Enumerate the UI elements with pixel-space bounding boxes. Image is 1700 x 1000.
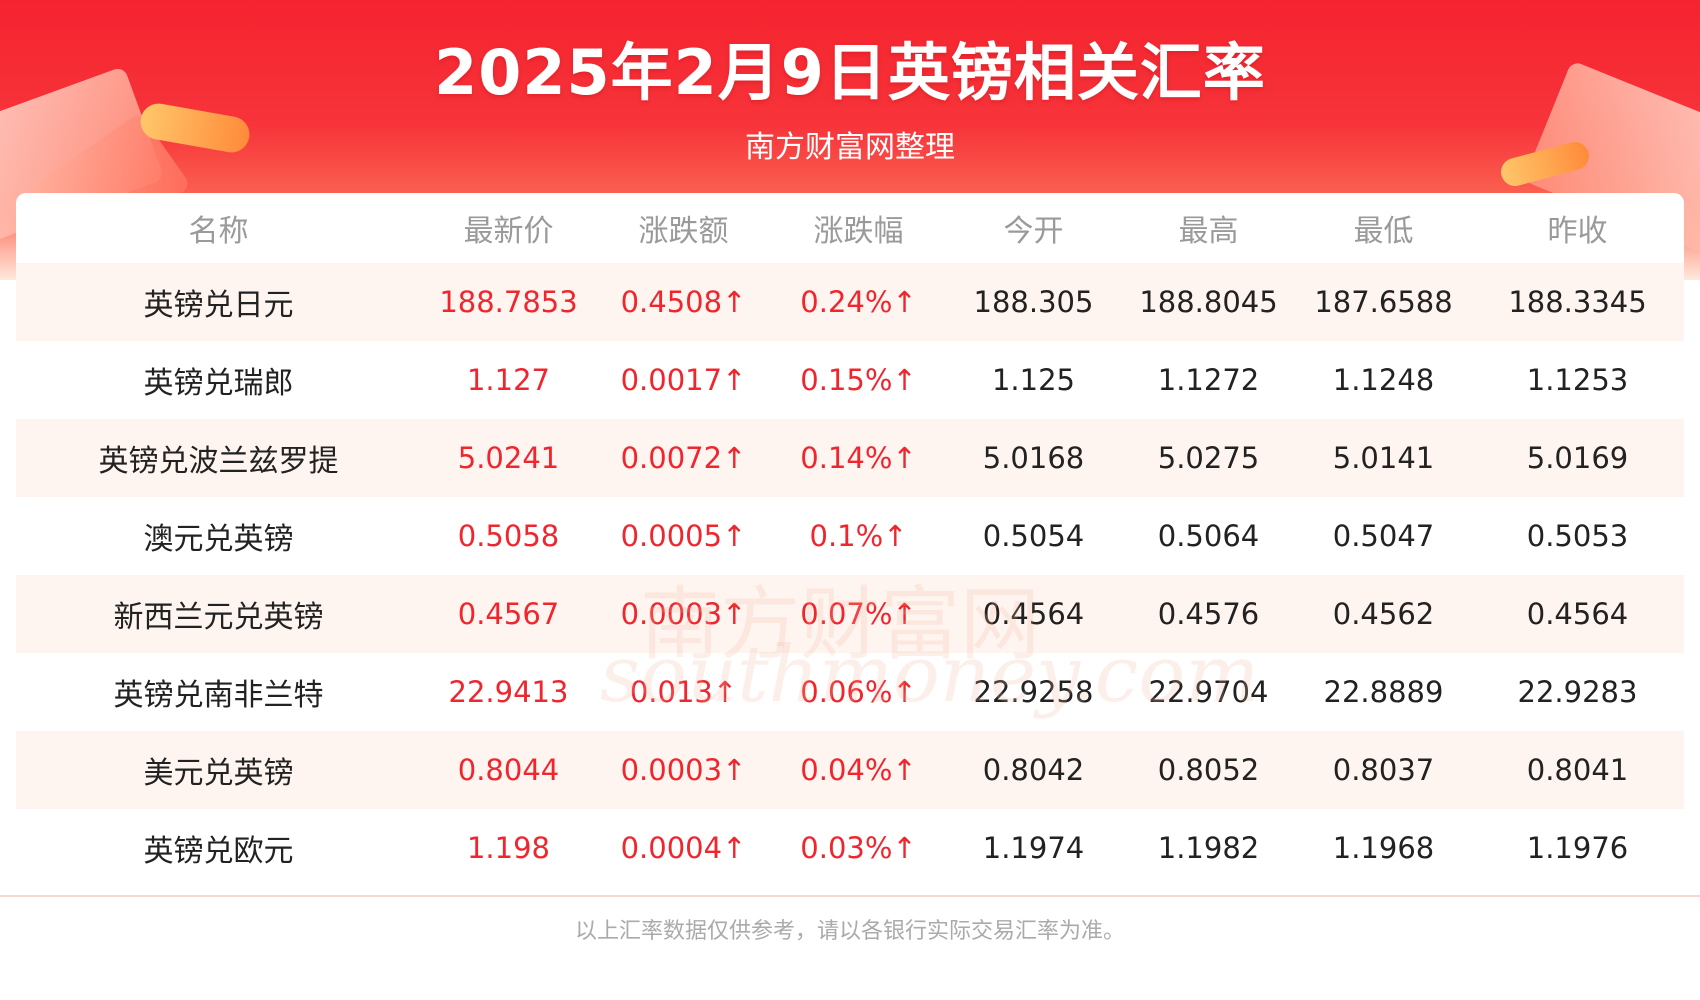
row-low: 5.0141 — [1296, 419, 1471, 497]
row-latest: 22.9413 — [448, 675, 569, 709]
table-row: 英镑兑欧元 1.198 0.0004↑ 0.03%↑ 1.1974 1.1982… — [16, 809, 1684, 887]
column-header-low: 最低 — [1353, 214, 1414, 249]
row-low: 1.1248 — [1332, 363, 1435, 397]
row-change-pct: 0.07%↑ — [771, 575, 946, 653]
row-change: 0.0017↑ — [620, 363, 747, 397]
row-prev-close: 22.9283 — [1517, 675, 1638, 709]
row-open: 22.9258 — [973, 675, 1094, 709]
row-change-pct: 0.03%↑ — [800, 831, 917, 865]
row-latest: 1.198 — [466, 831, 551, 865]
table-row: 英镑兑日元 188.7853 0.4508↑ 0.24%↑ 188.305 18… — [16, 263, 1684, 341]
page-title: 2025年2月9日英镑相关汇率 — [434, 36, 1266, 109]
column-header-change-pct: 涨跌幅 — [813, 214, 904, 249]
column-header-open: 今开 — [1003, 214, 1064, 249]
row-change-pct: 0.06%↑ — [800, 675, 917, 709]
row-high: 0.4576 — [1121, 575, 1296, 653]
row-low: 0.8037 — [1296, 731, 1471, 809]
table-row: 英镑兑波兰兹罗提 5.0241 0.0072↑ 0.14%↑ 5.0168 5.… — [16, 419, 1684, 497]
column-header-latest: 最新价 — [463, 214, 554, 249]
column-header-change: 涨跌额 — [638, 214, 729, 249]
row-change-pct: 0.24%↑ — [771, 263, 946, 341]
row-prev-close: 0.4564 — [1471, 575, 1684, 653]
row-prev-close: 1.1976 — [1526, 831, 1629, 865]
row-latest: 0.5058 — [457, 519, 560, 553]
table-row: 英镑兑南非兰特 22.9413 0.013↑ 0.06%↑ 22.9258 22… — [16, 653, 1684, 731]
row-prev-close: 188.3345 — [1471, 263, 1684, 341]
row-change: 0.0005↑ — [620, 519, 747, 553]
row-prev-close: 0.5053 — [1526, 519, 1629, 553]
row-high: 0.8052 — [1121, 731, 1296, 809]
row-latest: 0.4567 — [421, 575, 596, 653]
row-change-pct: 0.15%↑ — [800, 363, 917, 397]
row-open: 0.5054 — [982, 519, 1085, 553]
row-change: 0.4508↑ — [596, 263, 771, 341]
row-high: 188.8045 — [1121, 263, 1296, 341]
row-change: 0.0003↑ — [596, 731, 771, 809]
row-change-pct: 0.04%↑ — [771, 731, 946, 809]
row-change: 0.013↑ — [629, 675, 738, 709]
row-high: 1.1982 — [1157, 831, 1260, 865]
rates-table: 名称 最新价 涨跌额 涨跌幅 今开 最高 最低 昨收 英镑兑日元 188.785… — [16, 193, 1684, 887]
row-open: 1.125 — [991, 363, 1076, 397]
row-change: 0.0003↑ — [596, 575, 771, 653]
column-header-name: 名称 — [188, 214, 249, 249]
row-change-pct: 0.14%↑ — [771, 419, 946, 497]
rates-table-card: 名称 最新价 涨跌额 涨跌幅 今开 最高 最低 昨收 英镑兑日元 188.785… — [16, 193, 1684, 895]
row-latest: 5.0241 — [421, 419, 596, 497]
row-name: 英镑兑欧元 — [143, 834, 294, 869]
table-row: 澳元兑英镑 0.5058 0.0005↑ 0.1%↑ 0.5054 0.5064… — [16, 497, 1684, 575]
row-name: 英镑兑南非兰特 — [113, 678, 324, 713]
row-change: 0.0004↑ — [620, 831, 747, 865]
row-name: 英镑兑日元 — [16, 263, 421, 341]
table-header-row: 名称 最新价 涨跌额 涨跌幅 今开 最高 最低 昨收 — [16, 193, 1684, 263]
footer-divider — [0, 895, 1700, 897]
row-low: 22.8889 — [1323, 675, 1444, 709]
row-open: 188.305 — [946, 263, 1121, 341]
row-change: 0.0072↑ — [596, 419, 771, 497]
row-prev-close: 5.0169 — [1471, 419, 1684, 497]
row-name: 英镑兑波兰兹罗提 — [16, 419, 421, 497]
disclaimer-note: 以上汇率数据仅供参考，请以各银行实际交易汇率为准。 — [574, 919, 1125, 944]
row-name: 英镑兑瑞郎 — [143, 366, 294, 401]
row-prev-close: 1.1253 — [1526, 363, 1629, 397]
column-header-high: 最高 — [1178, 214, 1239, 249]
column-header-prev-close: 昨收 — [1547, 214, 1608, 249]
table-row: 美元兑英镑 0.8044 0.0003↑ 0.04%↑ 0.8042 0.805… — [16, 731, 1684, 809]
row-high: 22.9704 — [1148, 675, 1269, 709]
row-open: 1.1974 — [982, 831, 1085, 865]
row-low: 0.4562 — [1296, 575, 1471, 653]
row-high: 0.5064 — [1157, 519, 1260, 553]
row-latest: 0.8044 — [421, 731, 596, 809]
row-name: 美元兑英镑 — [16, 731, 421, 809]
row-latest: 1.127 — [466, 363, 551, 397]
row-low: 187.6588 — [1296, 263, 1471, 341]
row-high: 1.1272 — [1157, 363, 1260, 397]
row-latest: 188.7853 — [421, 263, 596, 341]
row-open: 5.0168 — [946, 419, 1121, 497]
row-name: 澳元兑英镑 — [143, 522, 294, 557]
page-subtitle: 南方财富网整理 — [745, 130, 955, 165]
row-open: 0.4564 — [946, 575, 1121, 653]
row-name: 新西兰元兑英镑 — [16, 575, 421, 653]
table-row: 英镑兑瑞郎 1.127 0.0017↑ 0.15%↑ 1.125 1.1272 … — [16, 341, 1684, 419]
row-change-pct: 0.1%↑ — [809, 519, 908, 553]
row-high: 5.0275 — [1121, 419, 1296, 497]
row-open: 0.8042 — [946, 731, 1121, 809]
table-row: 新西兰元兑英镑 0.4567 0.0003↑ 0.07%↑ 0.4564 0.4… — [16, 575, 1684, 653]
row-prev-close: 0.8041 — [1471, 731, 1684, 809]
row-low: 0.5047 — [1332, 519, 1435, 553]
row-low: 1.1968 — [1332, 831, 1435, 865]
